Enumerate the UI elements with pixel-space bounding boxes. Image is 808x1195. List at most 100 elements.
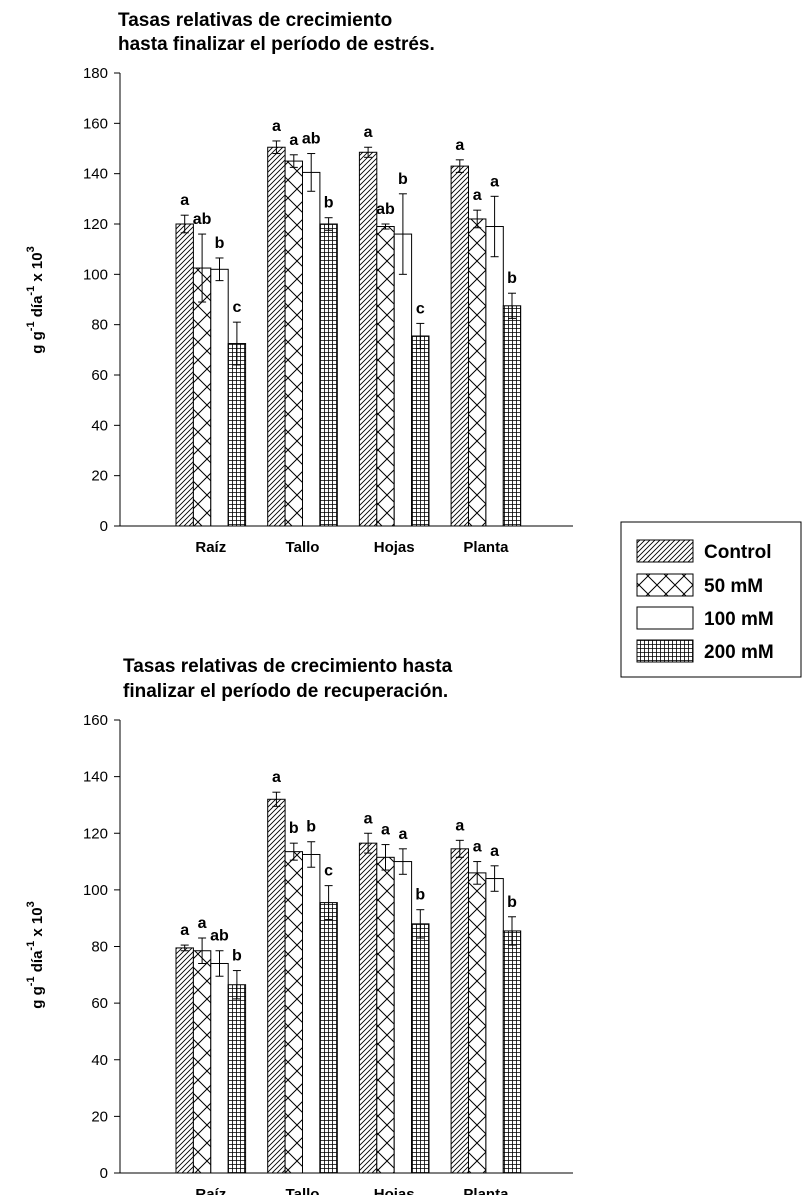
recovery-significance-label: c (324, 863, 333, 880)
stress-significance-label: c (232, 299, 241, 316)
recovery-title-line-2: finalizar el período de recuperación. (123, 681, 448, 702)
stress-bar (358, 151, 378, 527)
recovery-bar (227, 984, 247, 1174)
recovery-bar (376, 856, 395, 1174)
recovery-bar (411, 923, 430, 1174)
stress-bar (450, 165, 470, 527)
recovery-significance-label: a (198, 915, 207, 932)
legend-label-100mm: 100 mM (704, 609, 774, 630)
recovery-bar (468, 872, 487, 1174)
stress-significance-label: a (180, 192, 189, 209)
stress-bar (302, 171, 321, 527)
stress-y-tick-label: 60 (91, 367, 108, 384)
stress-significance-label: b (507, 270, 517, 287)
stress-bar (319, 223, 338, 527)
legend-swatch-50mm (636, 573, 694, 597)
recovery-y-axis-label: g g-1 día-1 x 103 (25, 901, 46, 1008)
legend-label-200mm: 200 mM (704, 642, 774, 663)
recovery-bar (284, 851, 304, 1174)
recovery-bar (192, 950, 212, 1174)
stress-category-label: Hojas (374, 539, 415, 556)
stress-significance-label: ab (302, 131, 321, 148)
stress-y-tick-label: 80 (91, 317, 108, 334)
legend-entry-50mm: 50 mM (636, 573, 763, 597)
stress-y-tick-label: 40 (91, 417, 108, 434)
recovery-significance-label: b (415, 887, 425, 904)
recovery-significance-label: a (398, 826, 407, 843)
stress-y-tick-label: 160 (83, 115, 108, 132)
stress-significance-label: b (215, 235, 225, 252)
recovery-bar (358, 842, 378, 1174)
legend-entry-control: Control (636, 539, 772, 563)
stress-bar (393, 233, 413, 527)
legend-swatch-200mm (636, 639, 694, 663)
stress-significance-label: a (473, 187, 482, 204)
stress-title-line-2: hasta finalizar el período de estrés. (118, 34, 435, 55)
stress-bar (411, 335, 430, 527)
legend-entry-100mm: 100 mM (636, 606, 774, 630)
recovery-significance-label: a (455, 817, 464, 834)
recovery-bar (175, 947, 194, 1174)
recovery-y-tick-label: 40 (91, 1052, 108, 1069)
legend-entry-200mm: 200 mM (636, 639, 774, 663)
recovery-bar (450, 848, 470, 1174)
recovery-significance-label: b (232, 948, 242, 965)
recovery-significance-label: ab (210, 928, 229, 945)
stress-bar (468, 218, 487, 527)
recovery-significance-label: a (490, 843, 499, 860)
recovery-period-chart: Tasas relativas de crecimiento hasta fina… (25, 656, 573, 1195)
stress-y-tick-label: 0 (100, 518, 108, 535)
recovery-y-tick-label: 0 (100, 1165, 108, 1182)
stress-bar (175, 223, 194, 527)
recovery-bar (319, 902, 338, 1174)
stress-significance-label: a (364, 124, 373, 141)
recovery-y-tick-label: 20 (91, 1108, 108, 1125)
stress-bar (284, 160, 304, 527)
stress-significance-label: a (272, 118, 281, 135)
stress-bar (502, 305, 522, 527)
legend-swatch-control (636, 539, 694, 563)
stress-bar (227, 343, 247, 527)
recovery-bar (267, 798, 286, 1174)
stress-bar (267, 146, 286, 527)
recovery-y-tick-label: 80 (91, 939, 108, 956)
recovery-y-tick-label: 160 (83, 712, 108, 729)
recovery-bar (393, 861, 413, 1174)
stress-significance-label: ab (376, 201, 395, 218)
stress-y-tick-label: 100 (83, 266, 108, 283)
recovery-y-tick-label: 60 (91, 995, 108, 1012)
recovery-significance-label: b (507, 894, 517, 911)
stress-y-tick-label: 140 (83, 166, 108, 183)
stress-bar (210, 268, 229, 527)
recovery-significance-label: a (381, 822, 390, 839)
stress-significance-label: c (416, 300, 425, 317)
recovery-significance-label: a (364, 810, 373, 827)
recovery-category-label: Tallo (286, 1186, 320, 1195)
stress-significance-label: a (490, 173, 499, 190)
recovery-significance-label: a (473, 839, 482, 856)
stress-significance-label: a (455, 137, 464, 154)
recovery-title-line-1: Tasas relativas de crecimiento hasta (123, 656, 453, 677)
legend: Control 50 mM 100 mM 200 mM (620, 521, 802, 678)
stress-significance-label: b (324, 195, 334, 212)
recovery-bar (210, 962, 229, 1174)
stress-y-axis-label: g g-1 día-1 x 103 (25, 246, 46, 353)
stress-significance-label: b (398, 171, 408, 188)
recovery-significance-label: a (180, 922, 189, 939)
recovery-y-tick-label: 140 (83, 769, 108, 786)
recovery-significance-label: a (272, 769, 281, 786)
stress-period-chart: Tasas relativas de crecimiento hasta fina… (25, 10, 573, 556)
legend-label-control: Control (704, 542, 772, 563)
recovery-category-label: Raíz (195, 1186, 226, 1195)
recovery-significance-label: b (289, 820, 299, 837)
stress-y-tick-label: 20 (91, 468, 108, 485)
recovery-category-label: Hojas (374, 1186, 415, 1195)
legend-swatch-100mm (636, 606, 694, 630)
stress-category-label: Raíz (195, 539, 226, 556)
stress-y-tick-label: 120 (83, 216, 108, 233)
recovery-significance-label: b (306, 819, 316, 836)
stress-bar (192, 267, 212, 527)
stress-significance-label: a (289, 132, 298, 149)
stress-y-tick-label: 180 (83, 65, 108, 82)
